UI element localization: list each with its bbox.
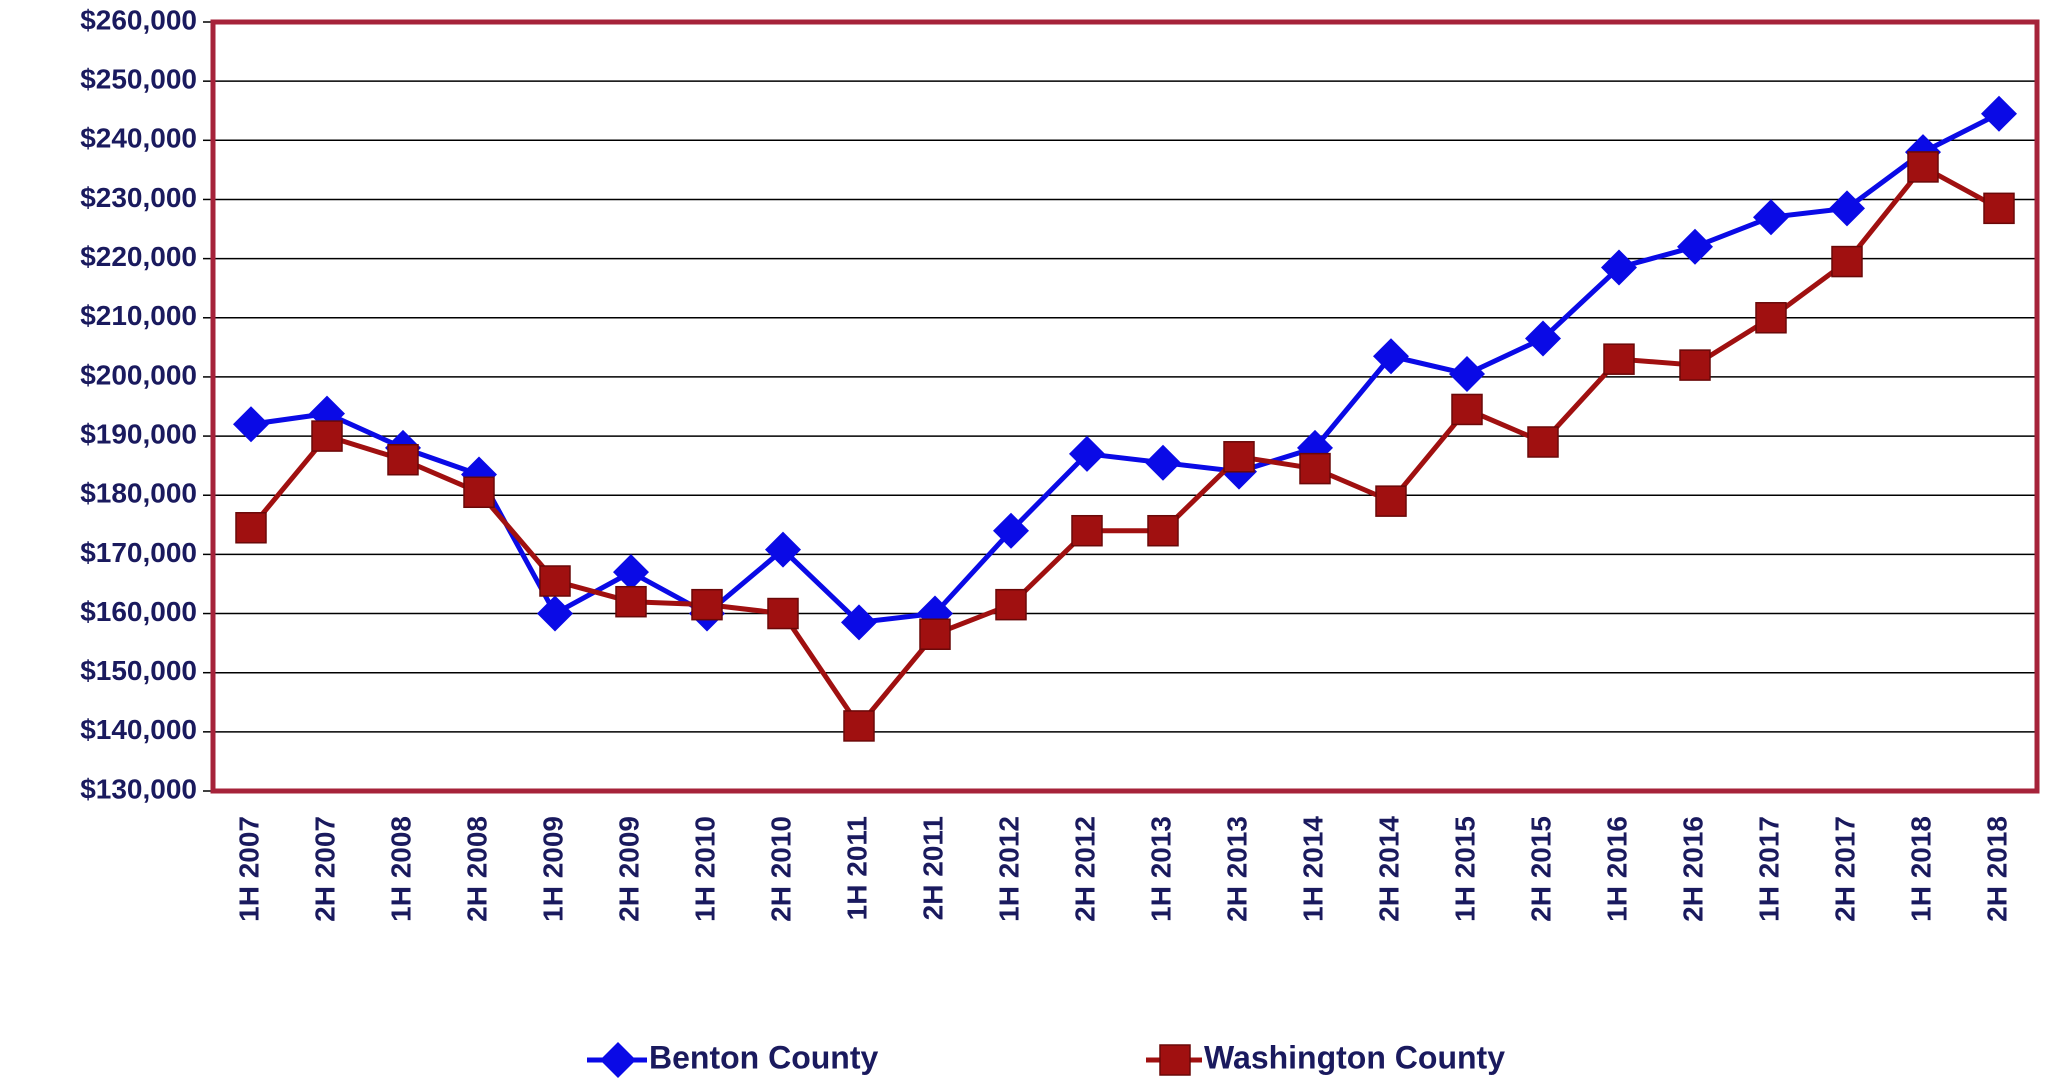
x-tick-label: 1H 2017	[1753, 816, 1784, 922]
data-point	[1753, 199, 1789, 236]
y-tick-label: $200,000	[80, 359, 197, 390]
data-point	[615, 585, 647, 618]
y-tick-label: $160,000	[80, 596, 197, 627]
x-tick-label: 2H 2018	[1981, 816, 2012, 922]
data-point	[843, 710, 875, 742]
x-tick-label: 1H 2018	[1905, 816, 1936, 922]
data-point	[387, 443, 419, 476]
x-tick-label: 2H 2015	[1525, 816, 1556, 922]
y-tick-label: $260,000	[80, 4, 197, 35]
y-tick-label: $210,000	[80, 300, 197, 331]
data-point	[691, 588, 723, 621]
x-tick-label: 1H 2013	[1145, 816, 1176, 922]
y-tick-label: $220,000	[80, 241, 197, 272]
data-point	[1907, 151, 1939, 183]
x-tick-label: 2H 2017	[1829, 816, 1860, 922]
legend-item: Washington County	[1146, 1039, 1505, 1076]
data-point	[1449, 355, 1485, 392]
data-point	[1299, 452, 1331, 485]
x-tick-label: 2H 2007	[309, 816, 340, 922]
y-tick-label: $250,000	[80, 64, 197, 95]
data-point	[1831, 245, 1863, 278]
x-tick-label: 1H 2009	[537, 816, 568, 922]
data-point	[1451, 393, 1483, 426]
data-point	[767, 597, 799, 630]
data-point	[1983, 192, 2015, 225]
data-point	[765, 531, 801, 568]
x-tick-label: 1H 2010	[689, 816, 720, 922]
plot-border	[210, 19, 2040, 794]
data-point	[311, 420, 343, 452]
y-tick-label: $150,000	[80, 655, 197, 686]
data-point	[1071, 514, 1103, 547]
x-tick-label: 2H 2013	[1221, 816, 1252, 922]
x-tick-label: 1H 2015	[1449, 816, 1480, 922]
legend-marker	[600, 1042, 636, 1078]
data-point	[1223, 441, 1255, 473]
y-tick-label: $230,000	[80, 182, 197, 213]
data-point	[1603, 343, 1635, 375]
x-tick-label: 1H 2011	[841, 816, 872, 920]
data-point	[1375, 485, 1407, 517]
legend-label: Washington County	[1204, 1039, 1505, 1075]
y-tick-label: $130,000	[80, 773, 197, 804]
data-point	[537, 595, 573, 632]
series	[233, 95, 2017, 641]
x-tick-label: 2H 2010	[765, 816, 796, 922]
x-tick-label: 2H 2016	[1677, 816, 1708, 922]
x-tick-label: 1H 2012	[993, 816, 1024, 922]
data-point	[1145, 444, 1181, 481]
legend-label: Benton County	[649, 1039, 879, 1075]
data-point	[995, 588, 1027, 621]
data-point	[1373, 338, 1409, 375]
data-point	[993, 512, 1029, 549]
x-tick-label: 1H 2014	[1297, 816, 1328, 922]
data-point	[1981, 95, 2017, 132]
series	[235, 151, 2015, 742]
data-point	[1829, 190, 1865, 227]
y-tick-label: $170,000	[80, 537, 197, 568]
data-point	[1755, 302, 1787, 334]
data-point	[235, 512, 267, 544]
data-point	[233, 406, 269, 443]
data-point	[463, 476, 495, 509]
data-point	[841, 604, 877, 641]
x-tick-label: 2H 2014	[1373, 816, 1404, 922]
data-point	[1601, 249, 1637, 286]
data-point	[613, 554, 649, 591]
x-tick-label: 2H 2011	[917, 816, 948, 920]
x-tick-label: 2H 2008	[461, 816, 492, 922]
data-point	[539, 565, 571, 597]
data-point	[1677, 228, 1713, 265]
legend-item: Benton County	[587, 1039, 879, 1078]
x-tick-label: 1H 2016	[1601, 816, 1632, 922]
x-tick-label: 1H 2008	[385, 816, 416, 922]
x-tick-label: 1H 2007	[233, 816, 264, 922]
data-point	[1147, 514, 1179, 547]
data-point	[1527, 426, 1559, 458]
series-line	[249, 163, 2001, 731]
data-point	[1069, 435, 1105, 472]
y-tick-label: $190,000	[80, 418, 197, 449]
x-tick-label: 2H 2012	[1069, 816, 1100, 922]
y-tick-label: $140,000	[80, 714, 197, 745]
x-tick-label: 2H 2009	[613, 816, 644, 922]
series-line	[250, 111, 2001, 626]
data-point	[1679, 349, 1711, 381]
legend-marker	[1159, 1044, 1191, 1076]
y-tick-label: $240,000	[80, 123, 197, 154]
data-point	[919, 618, 951, 650]
y-tick-label: $180,000	[80, 478, 197, 509]
data-point	[1525, 320, 1561, 357]
